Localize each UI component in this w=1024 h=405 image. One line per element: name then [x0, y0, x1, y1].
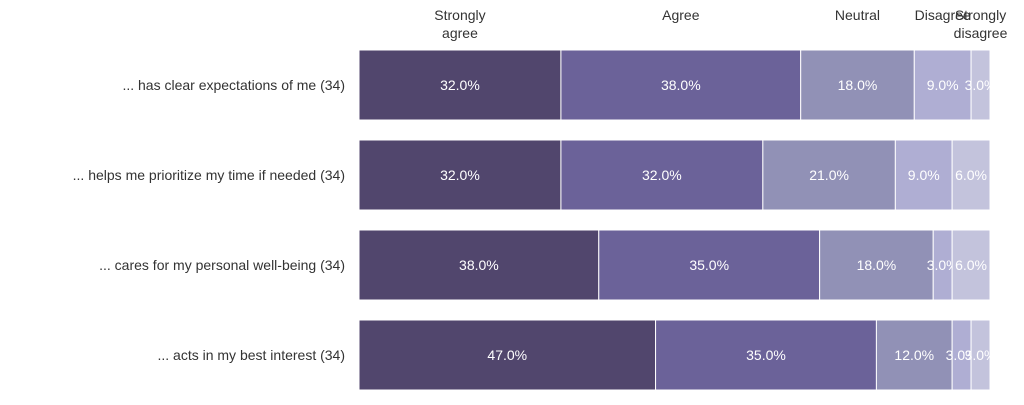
bar-segment: [655, 319, 877, 391]
legend-label-agree: Agree: [662, 7, 700, 23]
data-label: 32.0%: [440, 167, 480, 183]
data-label: 38.0%: [661, 77, 701, 93]
data-label: 35.0%: [689, 257, 729, 273]
bar-segment: [894, 139, 953, 211]
legend-label-strongly-disagree: Strongly disagree: [954, 7, 1008, 41]
data-label: 9.0%: [908, 167, 940, 183]
category-label: ... has clear expectations of me (34): [122, 77, 345, 93]
data-label: 32.0%: [440, 77, 480, 93]
legend-label-strongly-agree: Strongly agree: [434, 7, 485, 41]
data-label: 3.0%: [927, 257, 959, 273]
bar-segment: [358, 319, 657, 391]
bar-segment: [560, 49, 802, 121]
data-label: 38.0%: [459, 257, 499, 273]
category-label: ... cares for my personal well-being (34…: [99, 257, 345, 273]
bar-segment: [951, 229, 991, 301]
legend-label-neutral: Neutral: [835, 7, 880, 23]
bar-segment: [970, 49, 991, 121]
data-label: 18.0%: [857, 257, 897, 273]
data-label: 32.0%: [642, 167, 682, 183]
data-label: 18.0%: [838, 77, 878, 93]
data-label: 3.0%: [965, 77, 997, 93]
bar-segment: [598, 229, 821, 301]
legend-label-disagree: Disagree: [915, 7, 971, 23]
data-label: 12.0%: [894, 347, 934, 363]
category-label: ... acts in my best interest (34): [157, 347, 345, 363]
data-label: 3.0%: [965, 347, 997, 363]
category-label: ... helps me prioritize my time if neede…: [73, 167, 345, 183]
bar-segment: [358, 139, 562, 211]
data-label: 6.0%: [955, 257, 987, 273]
bar-segment: [560, 139, 764, 211]
data-label: 6.0%: [955, 167, 987, 183]
bar-segment: [819, 229, 934, 301]
bar-segment: [358, 229, 600, 301]
bar-segment: [875, 319, 953, 391]
bar-segment: [762, 139, 896, 211]
bar-segment: [970, 319, 991, 391]
bar-segment: [951, 139, 991, 211]
data-label: 35.0%: [746, 347, 786, 363]
data-label: 47.0%: [487, 347, 527, 363]
data-label: 21.0%: [809, 167, 849, 183]
data-label: 9.0%: [927, 77, 959, 93]
data-label: 3.0%: [946, 347, 978, 363]
